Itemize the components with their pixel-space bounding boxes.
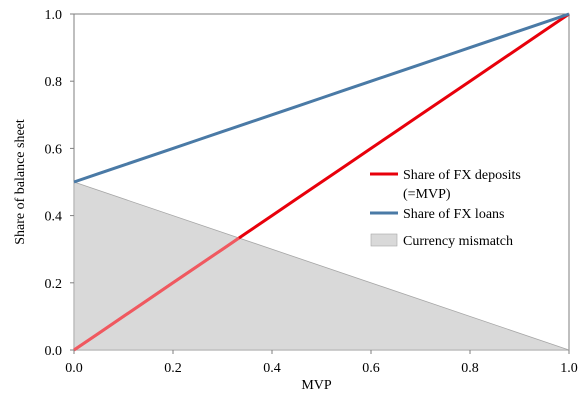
- legend-fx-deposits: Share of FX deposits (=MVP): [370, 168, 521, 202]
- fx-deposits-overlap-tint: [73, 236, 240, 352]
- legend-currency-mismatch: Currency mismatch: [370, 233, 513, 249]
- axes-layer: [70, 13, 570, 354]
- y-tick-label: 0.4: [45, 210, 63, 225]
- series-layer: [73, 12, 570, 352]
- legend-fx-deposits-label: (=MVP): [403, 187, 451, 202]
- x-tick-label: 0.4: [263, 361, 281, 376]
- legend-currency-mismatch-swatch: [370, 233, 398, 247]
- x-tick-label: 0.2: [164, 361, 182, 376]
- legend: Share of FX deposits (=MVP) Share of FX lo…: [370, 168, 521, 249]
- y-tick-label: 0.2: [45, 277, 63, 292]
- ticks-layer: 0.0 0.2 0.4 0.6 0.8 1.0 0.0 0.2 0.4 0.6 0.8 1.0: [45, 8, 578, 376]
- y-tick-label: 0.8: [45, 75, 63, 90]
- legend-fx-loans-label: Share of FX loans: [403, 207, 505, 222]
- legend-fx-loans: Share of FX loans: [370, 207, 505, 222]
- x-tick-label: 1.0: [560, 361, 578, 376]
- x-tick-label: 0.6: [362, 361, 380, 376]
- fx-loans-line: [73, 12, 570, 184]
- currency-mismatch-area: [73, 181, 570, 351]
- x-axis-title: MVP: [301, 378, 332, 393]
- fx-deposits-line: [73, 12, 570, 352]
- y-tick-label: 0.0: [45, 344, 63, 359]
- x-tick-label: 0.8: [461, 361, 479, 376]
- x-tick-label: 0.0: [65, 361, 83, 376]
- legend-currency-mismatch-label: Currency mismatch: [403, 234, 513, 249]
- y-tick-label: 1.0: [45, 8, 63, 23]
- y-tick-label: 0.6: [45, 142, 63, 157]
- legend-fx-deposits-label: Share of FX deposits: [403, 168, 521, 183]
- y-axis-title: Share of balance sheet: [13, 119, 28, 245]
